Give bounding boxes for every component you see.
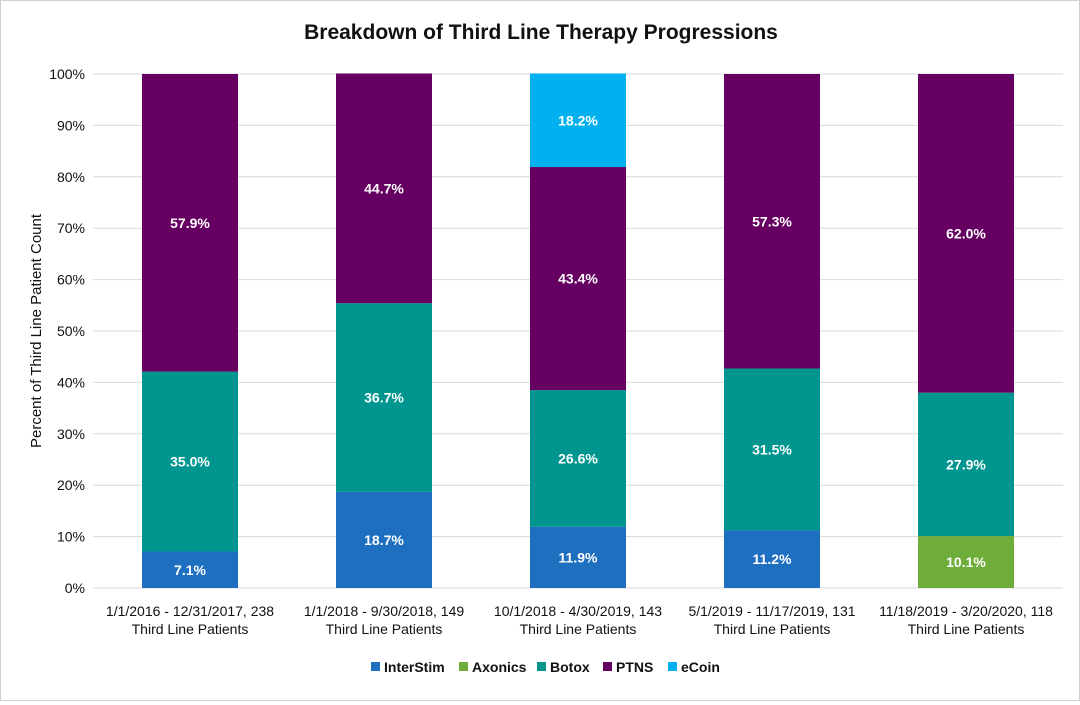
bar-segment-botox [724, 368, 820, 531]
bar-segment-ptns [530, 167, 626, 391]
data-label: 11.2% [753, 551, 792, 567]
legend-swatch-ecoin [668, 662, 677, 671]
x-tick-label: Third Line Patients [520, 621, 637, 637]
bar-segment-interstim [142, 551, 238, 588]
x-tick-label: 1/1/2016 - 12/31/2017, 238 [106, 603, 274, 619]
y-tick-label: 80% [57, 169, 85, 185]
data-label: 57.9% [170, 215, 210, 231]
bar-segment-botox [530, 390, 626, 527]
legend-swatch-ptns [603, 662, 612, 671]
y-tick-label: 60% [57, 272, 85, 288]
data-label: 11.9% [559, 549, 598, 565]
bar-segment-ecoin [530, 73, 626, 168]
legend-swatch-axonics [459, 662, 468, 671]
y-axis-ticks: 0% 10% 20% 30% 40% 50% 60% 70% 80% 90% 100% [49, 66, 85, 596]
x-tick-label: Third Line Patients [908, 621, 1025, 637]
legend-swatch-botox [537, 662, 546, 671]
data-label: 10.1% [946, 554, 986, 570]
bar-segment-interstim [336, 491, 432, 588]
data-label: 18.7% [364, 532, 404, 548]
y-tick-label: 70% [57, 220, 85, 236]
bar-segment-botox [336, 303, 432, 492]
bar-segment-ptns [918, 74, 1014, 393]
legend-label: InterStim [384, 659, 445, 675]
bar-segment-ptns [724, 74, 820, 369]
legend-label: Botox [550, 659, 590, 675]
x-tick-label: 1/1/2018 - 9/30/2018, 149 [304, 603, 465, 619]
data-label: 57.3% [752, 213, 792, 229]
y-tick-label: 30% [57, 426, 85, 442]
data-label: 31.5% [752, 441, 792, 457]
legend-label: PTNS [616, 659, 653, 675]
data-label: 43.4% [558, 271, 598, 287]
y-tick-label: 40% [57, 374, 85, 390]
y-tick-label: 90% [57, 117, 85, 133]
bars: 7.1% 35.0% 57.9% 18.7% 36.7% 44.7% 11.9% 26.6% 4… [142, 73, 1014, 588]
legend-swatch-interstim [371, 662, 380, 671]
x-tick-label: 10/1/2018 - 4/30/2019, 143 [494, 603, 662, 619]
y-tick-label: 100% [49, 66, 85, 82]
data-label: 36.7% [364, 390, 404, 406]
data-label: 35.0% [170, 454, 210, 470]
y-tick-label: 20% [57, 477, 85, 493]
data-label: 27.9% [946, 456, 986, 472]
data-label: 7.1% [174, 562, 206, 578]
y-axis-label: Percent of Third Line Patient Count [28, 213, 45, 448]
bar-segment-axonics [918, 536, 1014, 588]
data-label: 26.6% [558, 450, 598, 466]
y-tick-label: 0% [65, 580, 85, 596]
x-axis-ticks: 1/1/2016 - 12/31/2017, 238 Third Line Pat… [106, 603, 1053, 637]
legend-label: eCoin [681, 659, 720, 675]
data-label: 44.7% [364, 180, 404, 196]
bar-segment-ptns [336, 73, 432, 304]
legend: InterStim Axonics Botox PTNS eCoin [371, 659, 720, 675]
bar-segment-botox [142, 371, 238, 552]
chart-title: Breakdown of Third Line Therapy Progress… [304, 21, 778, 44]
data-label: 62.0% [946, 225, 986, 241]
bar-segment-interstim [530, 526, 626, 588]
x-tick-label: 5/1/2019 - 11/17/2019, 131 [688, 603, 855, 619]
x-tick-label: Third Line Patients [714, 621, 831, 637]
x-tick-label: Third Line Patients [326, 621, 443, 637]
x-tick-label: 11/18/2019 - 3/20/2020, 118 [879, 603, 1053, 619]
y-tick-label: 50% [57, 323, 85, 339]
y-tick-label: 10% [57, 529, 85, 545]
legend-label: Axonics [472, 659, 527, 675]
data-label: 18.2% [558, 112, 598, 128]
bar-segment-botox [918, 392, 1014, 537]
x-tick-label: Third Line Patients [132, 621, 249, 637]
bar-segment-ptns [142, 74, 238, 372]
bar-segment-interstim [724, 530, 820, 588]
